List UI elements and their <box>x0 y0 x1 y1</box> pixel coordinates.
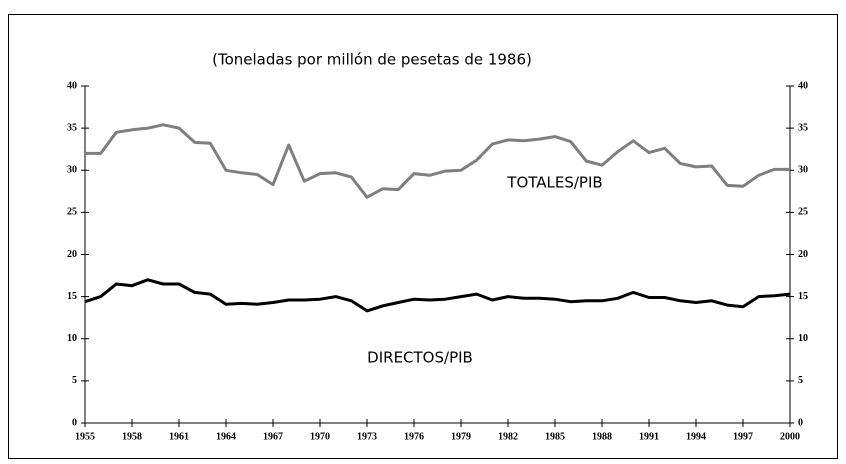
y-tick-label: 0 <box>72 417 77 428</box>
x-tick-label: 1976 <box>404 431 424 442</box>
series-label: DIRECTOS/PIB <box>367 349 473 367</box>
x-tick-label: 1985 <box>545 431 565 442</box>
x-tick-label: 1970 <box>310 431 330 442</box>
x-tick-label: 1958 <box>122 431 142 442</box>
y-tick-label: 35 <box>67 122 77 133</box>
x-tick-label: 1991 <box>639 431 659 442</box>
y-tick-label: 40 <box>67 80 77 91</box>
y2-tick-label: 30 <box>798 165 808 176</box>
y-tick-label: 25 <box>67 207 77 218</box>
x-tick-label: 1994 <box>686 431 706 442</box>
x-tick-label: 1979 <box>451 431 471 442</box>
series-line <box>84 278 791 313</box>
series-line <box>85 123 790 199</box>
x-tick-label: 2000 <box>780 431 800 442</box>
y-tick-label: 5 <box>72 375 77 386</box>
x-tick-label: 1973 <box>357 431 377 442</box>
chart-title: (Toneladas por millón de pesetas de 1986… <box>212 51 532 69</box>
y2-tick-label: 5 <box>798 375 803 386</box>
x-tick-label: 1961 <box>169 431 189 442</box>
x-tick-label: 1967 <box>263 431 283 442</box>
x-tick-label: 1988 <box>592 431 612 442</box>
y2-tick-label: 35 <box>798 122 808 133</box>
y2-tick-label: 25 <box>798 207 808 218</box>
y-tick-label: 30 <box>67 165 77 176</box>
frame <box>8 14 838 459</box>
y2-tick-label: 0 <box>798 417 803 428</box>
x-tick-label: 1955 <box>75 431 95 442</box>
y2-tick-label: 10 <box>798 333 808 344</box>
y2-tick-label: 15 <box>798 291 808 302</box>
x-tick-label: 1964 <box>216 431 236 442</box>
x-tick-label: 1997 <box>733 431 753 442</box>
y-tick-label: 10 <box>67 333 77 344</box>
series-label: TOTALES/PIB <box>506 174 602 192</box>
y-tick-label: 15 <box>67 291 77 302</box>
y-tick-label: 20 <box>67 249 77 260</box>
x-tick-label: 1982 <box>498 431 518 442</box>
y2-tick-label: 20 <box>798 249 808 260</box>
y2-tick-label: 40 <box>798 80 808 91</box>
